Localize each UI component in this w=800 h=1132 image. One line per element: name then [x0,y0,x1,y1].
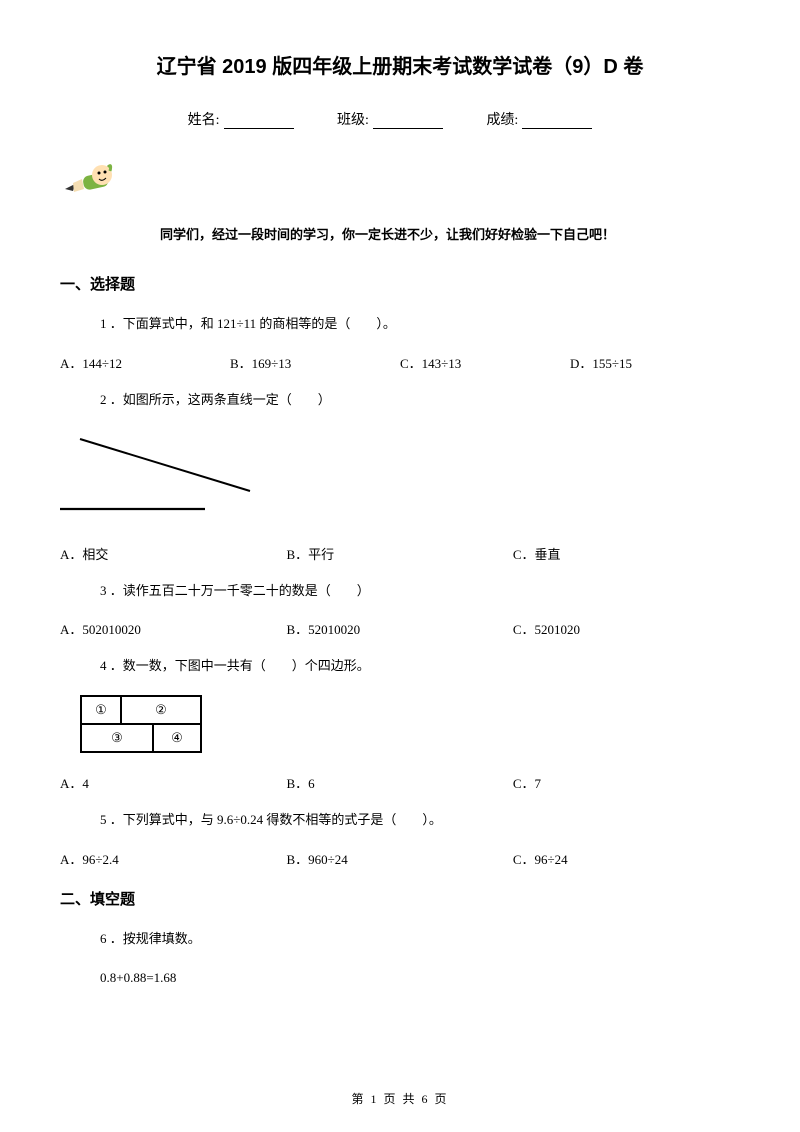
q4-text: 4 ．数一数，下图中一共有（ ）个四边形。 [100,656,740,677]
q2-options: A．相交 B．平行 C．垂直 [60,544,740,563]
q2-opt-b: B．平行 [286,544,512,563]
section2-title: 二、填空题 [60,888,740,909]
q1-opt-d: D．155÷15 [570,353,740,372]
name-label: 姓名: [188,113,220,128]
q4-options: A．4 B．6 C．7 [60,773,740,792]
score-blank[interactable] [522,115,592,129]
section1-title: 一、选择题 [60,273,740,294]
class-blank[interactable] [373,115,443,129]
q4-opt-c: C．7 [513,773,739,792]
q4-cell3: ③ [81,724,153,752]
q2-opt-c: C．垂直 [513,544,739,563]
q4-cell1: ① [81,696,121,724]
q1-options: A．144÷12 B．169÷13 C．143÷13 D．155÷15 [60,353,740,372]
q3-opt-c: C．5201020 [513,619,739,638]
q5-opt-a: A．96÷2.4 [60,849,286,868]
q4-cell2: ② [121,696,201,724]
q2-text: 2 ．如图所示，这两条直线一定（ ） [100,390,740,411]
q6-sub: 0.8+0.88=1.68 [100,968,740,989]
q4-cell4: ④ [153,724,201,752]
info-line: 姓名: 班级: 成绩: [60,109,740,129]
q1-opt-b: B．169÷13 [230,353,400,372]
page-footer: 第 1 页 共 6 页 [0,1090,800,1107]
q4-opt-b: B．6 [286,773,512,792]
q5-opt-b: B．960÷24 [286,849,512,868]
q4-opt-a: A．4 [60,773,286,792]
q5-opt-c: C．96÷24 [513,849,739,868]
q1-opt-c: C．143÷13 [400,353,570,372]
q3-opt-b: B．52010020 [286,619,512,638]
q3-opt-a: A．502010020 [60,619,286,638]
q3-text: 3 ．读作五百二十万一千零二十的数是（ ） [100,581,740,602]
name-blank[interactable] [224,115,294,129]
q2-figure [60,429,740,524]
q5-options: A．96÷2.4 B．960÷24 C．96÷24 [60,849,740,868]
q4-figure: ① ② ③ ④ [80,695,740,753]
q6-text: 6 ．按规律填数。 [100,929,740,950]
q1-text: 1 ．下面算式中，和 121÷11 的商相等的是（ ）。 [100,314,740,335]
line1 [80,439,250,491]
score-label: 成绩: [486,113,518,128]
class-label: 班级: [337,113,369,128]
q2-opt-a: A．相交 [60,544,286,563]
pencil-icon [60,149,740,204]
q1-opt-a: A．144÷12 [60,353,230,372]
q5-text: 5 ．下列算式中，与 9.6÷0.24 得数不相等的式子是（ ）。 [100,810,740,831]
intro-text: 同学们，经过一段时间的学习，你一定长进不少，让我们好好检验一下自己吧！ [160,224,740,243]
page-title: 辽宁省 2019 版四年级上册期末考试数学试卷（9）D 卷 [60,50,740,79]
q3-options: A．502010020 B．52010020 C．5201020 [60,619,740,638]
